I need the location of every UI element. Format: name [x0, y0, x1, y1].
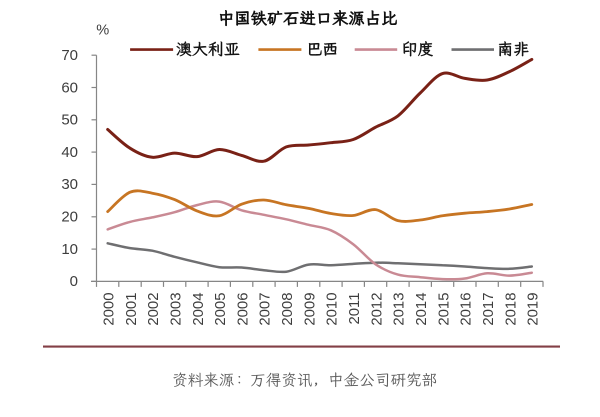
svg-text:2012: 2012: [369, 293, 385, 326]
svg-text:20: 20: [61, 209, 78, 226]
svg-text:10: 10: [61, 241, 78, 258]
svg-text:30: 30: [61, 176, 78, 193]
svg-text:2013: 2013: [392, 293, 408, 326]
svg-text:2007: 2007: [258, 293, 274, 326]
svg-text:2004: 2004: [191, 293, 207, 326]
svg-text:2006: 2006: [235, 293, 251, 326]
svg-text:2011: 2011: [347, 293, 363, 325]
svg-text:2015: 2015: [436, 293, 452, 326]
svg-text:2000: 2000: [101, 293, 117, 326]
svg-text:2010: 2010: [325, 293, 341, 326]
svg-text:2019: 2019: [526, 293, 542, 326]
svg-text:2003: 2003: [168, 293, 184, 326]
svg-text:2005: 2005: [213, 293, 229, 326]
svg-text:40: 40: [61, 144, 78, 161]
svg-text:2017: 2017: [481, 293, 497, 326]
svg-text:2001: 2001: [124, 293, 140, 326]
svg-text:70: 70: [61, 47, 78, 64]
svg-text:0: 0: [70, 273, 78, 290]
svg-text:2018: 2018: [503, 293, 519, 326]
svg-text:2009: 2009: [302, 293, 318, 326]
svg-text:60: 60: [61, 79, 78, 96]
svg-text:2002: 2002: [146, 293, 162, 326]
svg-text:50: 50: [61, 112, 78, 129]
svg-text:2016: 2016: [459, 293, 475, 326]
svg-text:%: %: [96, 22, 109, 38]
svg-text:2014: 2014: [414, 293, 430, 326]
svg-text:2008: 2008: [280, 293, 296, 326]
